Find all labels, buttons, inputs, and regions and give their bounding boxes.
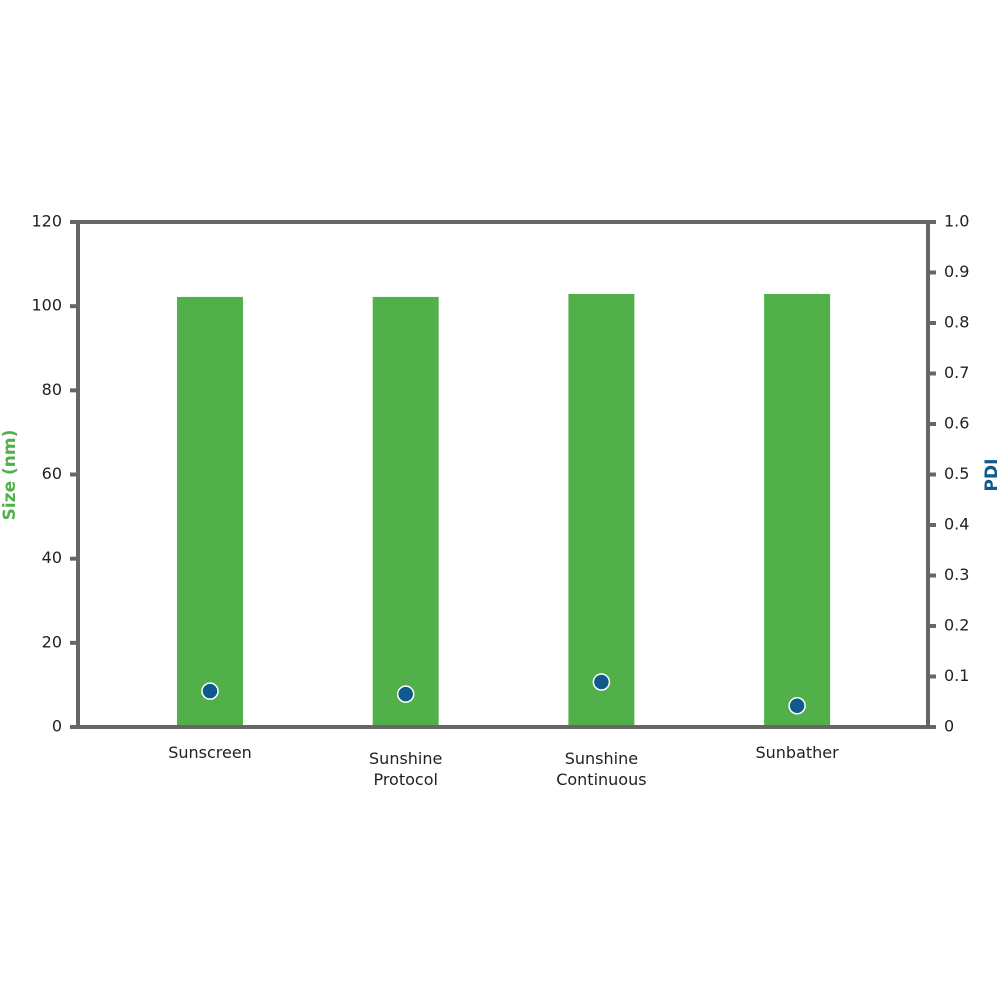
y2-axis-title: PDI: [982, 459, 1000, 492]
bar: [372, 296, 439, 727]
x-tick-label: Sunshine Continuous: [556, 749, 646, 789]
x-tick-label: Sunscreen: [168, 743, 252, 762]
y-tick-label: 100: [31, 296, 62, 315]
bar: [764, 293, 831, 727]
bar: [568, 293, 635, 727]
pdi-point: [396, 685, 415, 703]
y2-tick-label: 0.9: [944, 262, 969, 281]
y2-tick-label: 0.2: [944, 616, 969, 635]
y-tick-label: 20: [42, 632, 62, 651]
y-tick-label: 80: [42, 380, 62, 399]
y-axis-title: Size (nm): [0, 430, 20, 521]
y-tick-label: 120: [31, 212, 62, 231]
pdi-point: [201, 682, 219, 700]
pdi-point: [788, 697, 806, 715]
y2-tick-label: 0.3: [944, 565, 969, 584]
y-tick-label: 40: [42, 548, 62, 567]
x-tick-label: Sunshine Protocol: [369, 749, 442, 789]
y2-tick-label: 0.6: [944, 414, 969, 433]
y2-tick-label: 0: [944, 717, 954, 736]
x-tick-label: Sunbather: [755, 743, 839, 762]
y2-tick-label: 0.4: [944, 515, 969, 534]
y2-tick-label: 1.0: [944, 212, 969, 231]
y-tick-label: 60: [42, 464, 62, 483]
y2-tick-label: 0.5: [944, 464, 969, 483]
axes-frame: [76, 220, 930, 727]
y-tick-label: 0: [52, 717, 62, 736]
bar: [177, 296, 243, 727]
y2-tick-label: 0.1: [944, 666, 969, 685]
pdi-point: [592, 673, 611, 691]
y2-tick-label: 0.8: [944, 313, 969, 332]
y2-tick-label: 0.7: [944, 363, 969, 382]
